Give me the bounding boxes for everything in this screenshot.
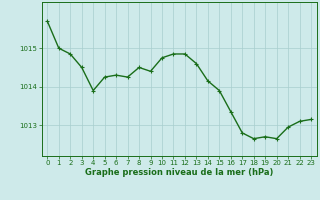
X-axis label: Graphe pression niveau de la mer (hPa): Graphe pression niveau de la mer (hPa) [85, 168, 273, 177]
